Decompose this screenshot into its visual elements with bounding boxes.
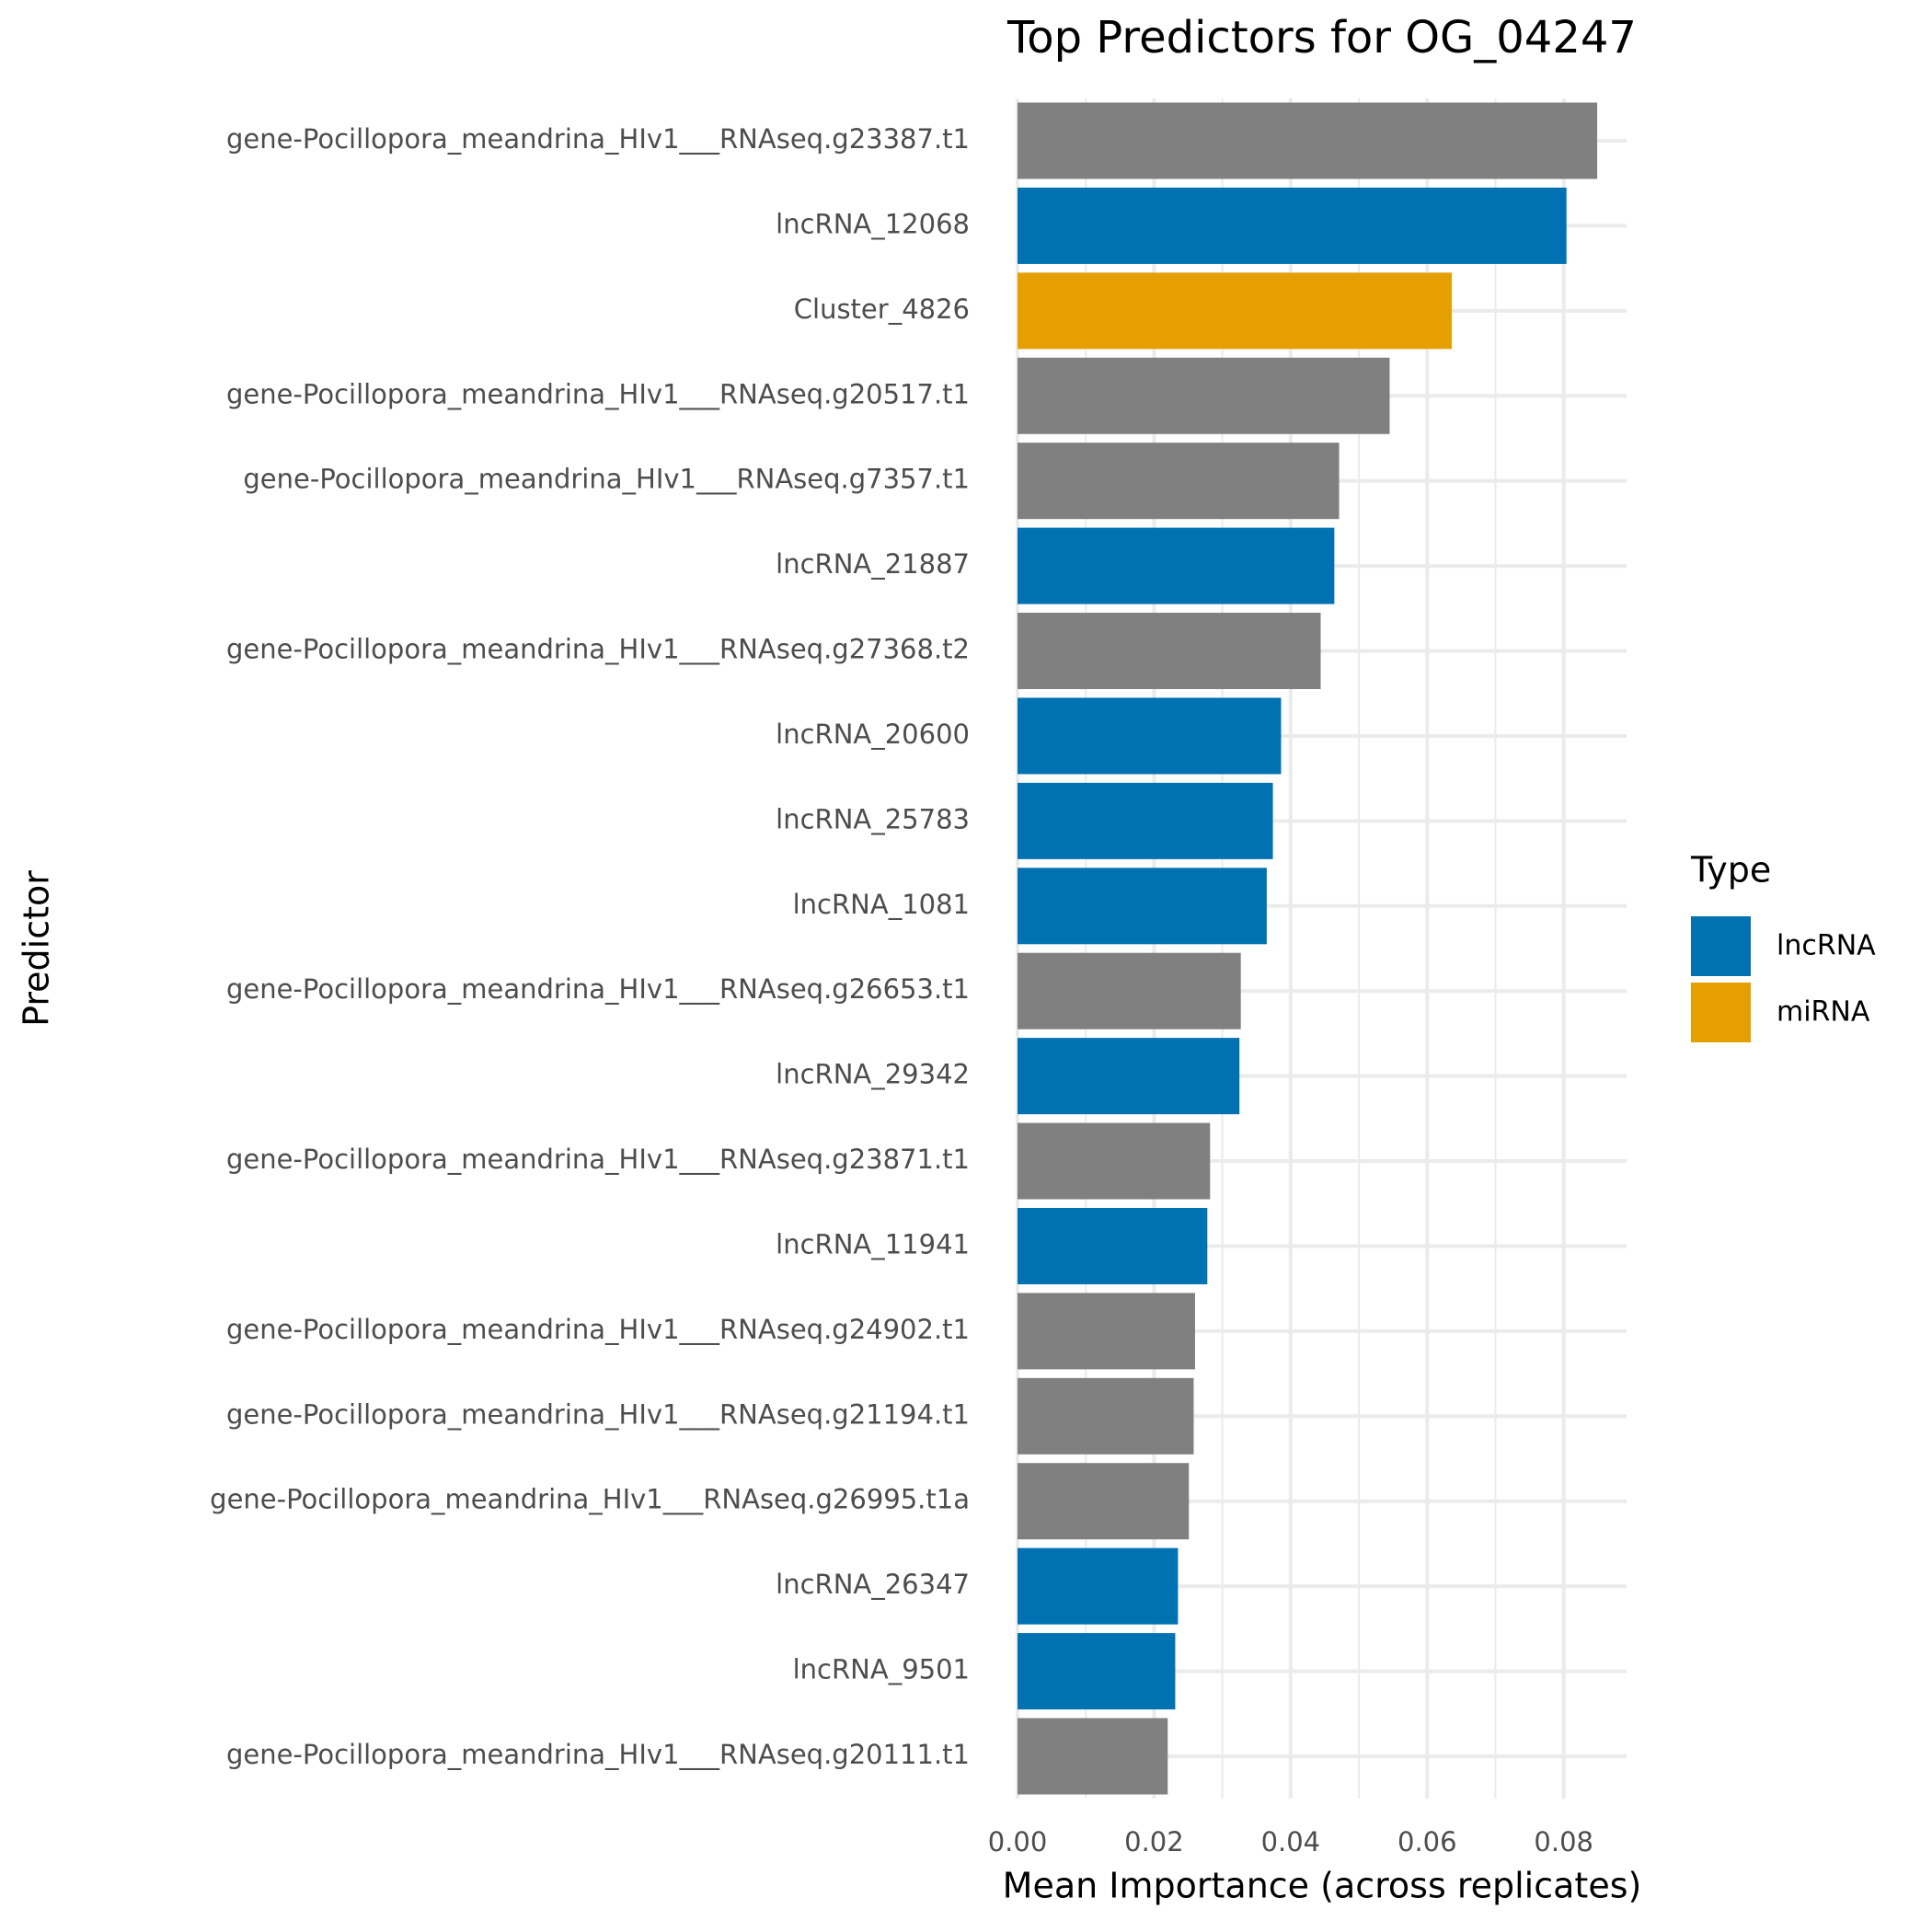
y-tick-label: lncRNA_20600 (776, 719, 970, 750)
y-tick-label: gene-Pocillopora_meandrina_HIv1___RNAseq… (226, 1144, 970, 1175)
legend-label: miRNA (1777, 996, 1870, 1029)
y-tick-label: lncRNA_29342 (776, 1059, 970, 1090)
y-tick-label: lncRNA_12068 (776, 208, 970, 239)
bar (1018, 697, 1282, 775)
bar (1018, 1207, 1208, 1284)
bar (1018, 357, 1390, 434)
x-tick-label: 0.00 (988, 1826, 1048, 1857)
y-tick-label: lncRNA_21887 (776, 548, 970, 580)
y-tick-label: gene-Pocillopora_meandrina_HIv1___RNAseq… (243, 464, 970, 495)
legend-key (1691, 916, 1751, 976)
y-tick-label: lncRNA_26347 (776, 1569, 970, 1600)
bar (1018, 1377, 1194, 1455)
y-tick-label: gene-Pocillopora_meandrina_HIv1___RNAseq… (210, 1484, 970, 1515)
bar (1018, 187, 1567, 264)
bar (1018, 527, 1335, 604)
legend-key (1691, 983, 1751, 1042)
bar (1018, 443, 1340, 520)
x-tick-label: 0.04 (1261, 1826, 1321, 1857)
y-tick-label: lncRNA_9501 (793, 1654, 970, 1685)
y-tick-label: gene-Pocillopora_meandrina_HIv1___RNAseq… (226, 123, 970, 155)
y-tick-label: Cluster_4826 (794, 293, 970, 325)
bar (1018, 102, 1598, 179)
bar (1018, 272, 1453, 350)
bar (1018, 1718, 1168, 1795)
bar (1018, 1463, 1190, 1540)
y-tick-label: lncRNA_1081 (793, 889, 970, 920)
bar (1018, 1122, 1211, 1200)
bar (1018, 1293, 1195, 1370)
x-tick-label: 0.08 (1534, 1826, 1593, 1857)
bar (1018, 952, 1241, 1029)
bar (1018, 613, 1321, 690)
y-tick-label: gene-Pocillopora_meandrina_HIv1___RNAseq… (226, 634, 970, 665)
chart-title: Top Predictors for OG_04247 (1006, 12, 1637, 63)
y-tick-label: gene-Pocillopora_meandrina_HIv1___RNAseq… (226, 1314, 970, 1345)
y-tick-label: gene-Pocillopora_meandrina_HIv1___RNAseq… (226, 973, 970, 1005)
bar (1018, 868, 1267, 945)
bar (1018, 1633, 1176, 1710)
y-tick-label: gene-Pocillopora_meandrina_HIv1___RNAseq… (226, 378, 970, 409)
legend-label: lncRNA (1777, 930, 1876, 962)
x-axis-title: Mean Importance (across replicates) (1003, 1866, 1642, 1906)
x-tick-label: 0.02 (1124, 1826, 1184, 1857)
bar (1018, 782, 1273, 859)
legend-title: Type (1690, 850, 1771, 891)
y-axis-title: Predictor (17, 870, 57, 1027)
y-tick-label: gene-Pocillopora_meandrina_HIv1___RNAseq… (226, 1398, 970, 1430)
y-tick-label: lncRNA_25783 (776, 803, 970, 834)
bar (1018, 1547, 1179, 1625)
bar (1018, 1038, 1240, 1115)
y-tick-label: lncRNA_11941 (776, 1228, 970, 1259)
y-tick-label: gene-Pocillopora_meandrina_HIv1___RNAseq… (226, 1739, 970, 1770)
x-tick-label: 0.06 (1397, 1826, 1457, 1857)
